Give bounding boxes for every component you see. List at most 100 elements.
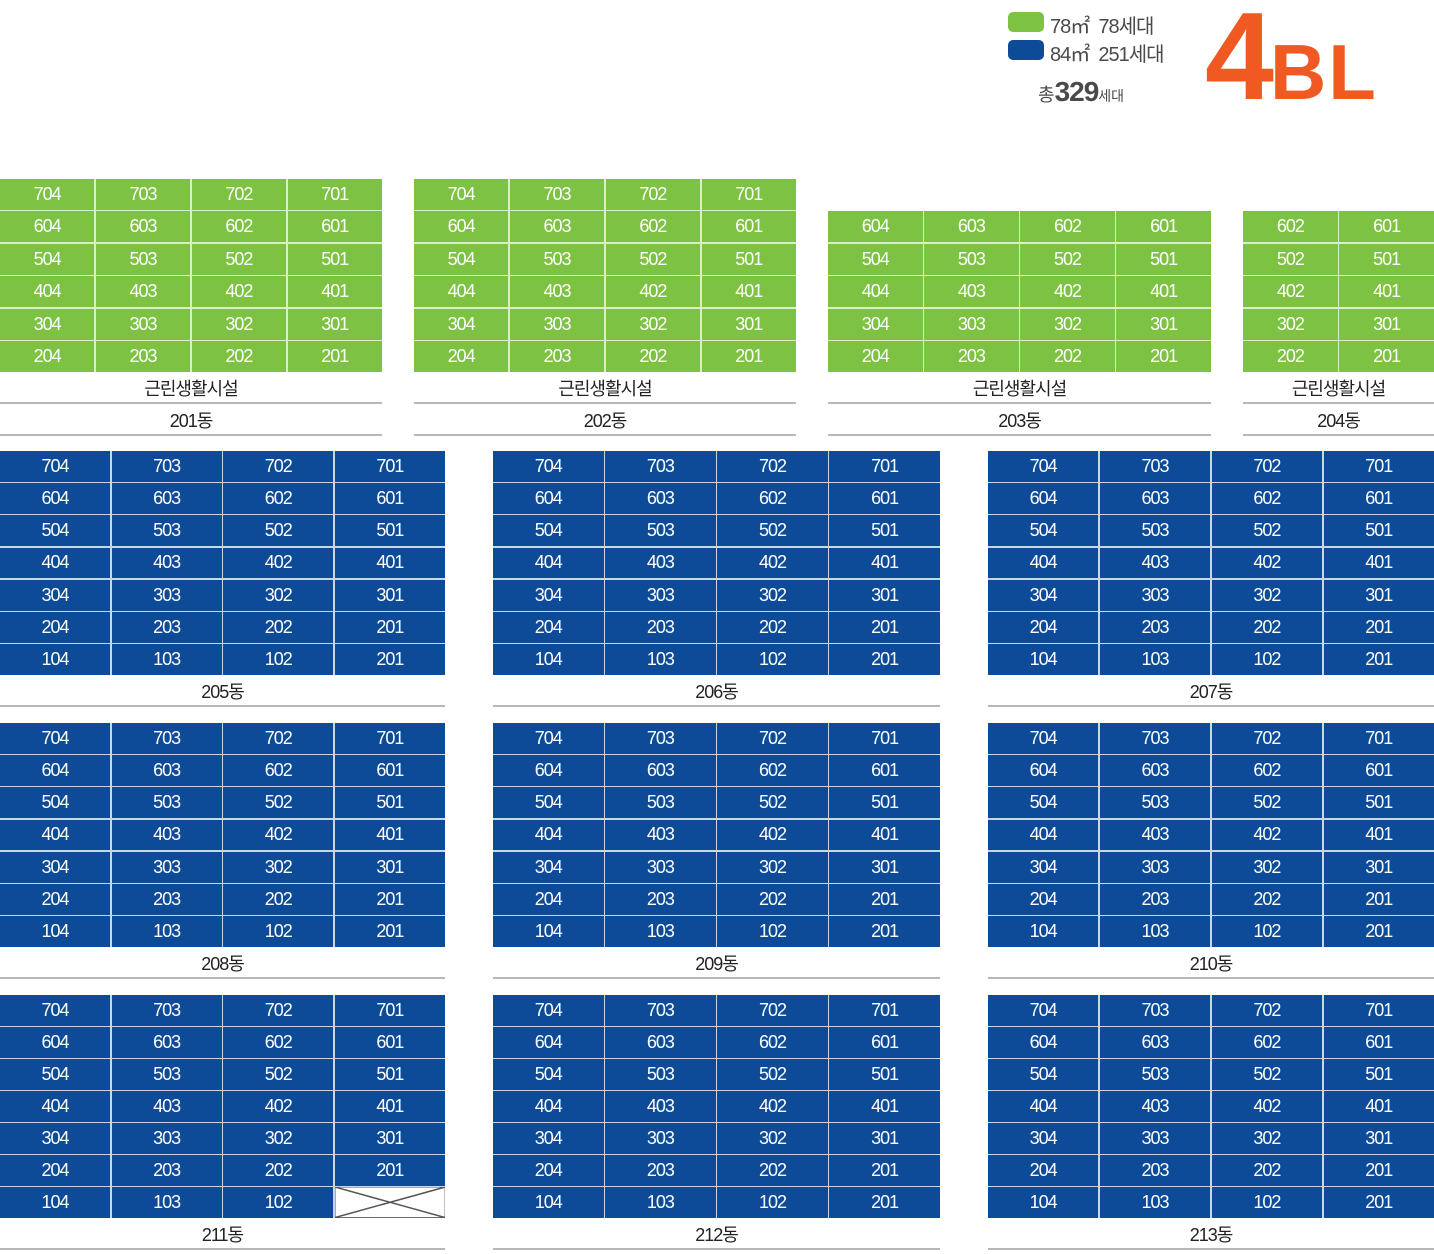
- unit-cell[interactable]: 604: [828, 211, 923, 242]
- unit-cell[interactable]: 501: [334, 515, 445, 547]
- unit-cell[interactable]: 502: [223, 515, 334, 547]
- unit-cell[interactable]: 402: [717, 819, 828, 851]
- unit-cell[interactable]: 304: [988, 851, 1099, 883]
- unit-cell[interactable]: 201: [701, 341, 796, 372]
- unit-cell[interactable]: 604: [493, 483, 604, 514]
- unit-cell[interactable]: 601: [1323, 1027, 1434, 1058]
- unit-cell[interactable]: 202: [1211, 612, 1323, 643]
- unit-cell[interactable]: 604: [0, 755, 111, 786]
- unit-cell[interactable]: 504: [0, 1059, 111, 1090]
- unit-cell[interactable]: 503: [111, 1059, 222, 1090]
- unit-cell[interactable]: 301: [1323, 579, 1434, 611]
- unit-cell[interactable]: 603: [1099, 1027, 1211, 1058]
- unit-cell[interactable]: 103: [1099, 1187, 1211, 1218]
- unit-cell[interactable]: 703: [1099, 723, 1211, 754]
- unit-cell[interactable]: 704: [988, 723, 1099, 754]
- unit-cell[interactable]: 104: [0, 1187, 111, 1218]
- unit-cell[interactable]: 402: [1243, 276, 1338, 307]
- unit-cell[interactable]: 302: [1020, 308, 1115, 340]
- unit-cell[interactable]: 404: [414, 276, 509, 308]
- unit-cell[interactable]: 404: [828, 276, 923, 307]
- unit-cell[interactable]: 403: [111, 1091, 222, 1122]
- unit-cell[interactable]: 404: [493, 547, 604, 579]
- unit-cell[interactable]: 302: [191, 308, 287, 340]
- unit-cell[interactable]: 403: [605, 819, 716, 851]
- unit-cell[interactable]: 703: [111, 723, 222, 754]
- unit-cell[interactable]: 704: [0, 723, 111, 754]
- unit-cell[interactable]: 104: [493, 1187, 604, 1218]
- unit-cell[interactable]: 202: [717, 884, 828, 915]
- unit-cell[interactable]: 204: [0, 884, 111, 915]
- unit-cell[interactable]: 202: [191, 341, 287, 372]
- unit-cell[interactable]: 601: [334, 1027, 445, 1058]
- unit-cell[interactable]: 503: [95, 243, 191, 275]
- unit-cell[interactable]: 402: [717, 1091, 828, 1122]
- unit-cell[interactable]: 201: [334, 1155, 445, 1186]
- unit-cell[interactable]: 402: [223, 1091, 334, 1122]
- unit-cell[interactable]: 401: [1116, 276, 1211, 307]
- unit-cell[interactable]: 602: [223, 755, 334, 786]
- unit-cell[interactable]: 302: [717, 1123, 828, 1154]
- unit-cell[interactable]: 202: [717, 1155, 828, 1186]
- unit-cell[interactable]: 604: [988, 755, 1099, 786]
- unit-cell[interactable]: 704: [988, 451, 1099, 482]
- unit-cell[interactable]: 401: [829, 1091, 940, 1122]
- unit-cell[interactable]: 201: [829, 884, 940, 915]
- unit-cell[interactable]: 701: [334, 451, 445, 482]
- unit-cell[interactable]: 301: [334, 1123, 445, 1154]
- unit-cell[interactable]: 604: [988, 1027, 1099, 1058]
- unit-cell[interactable]: 301: [829, 579, 940, 611]
- unit-cell[interactable]: 401: [334, 1091, 445, 1122]
- unit-cell[interactable]: 104: [988, 1187, 1099, 1218]
- unit-cell[interactable]: 602: [1211, 1027, 1323, 1058]
- unit-cell[interactable]: 102: [223, 644, 334, 675]
- unit-cell[interactable]: 702: [605, 179, 701, 210]
- unit-cell[interactable]: 701: [287, 179, 382, 210]
- unit-cell[interactable]: 701: [829, 451, 940, 482]
- unit-cell[interactable]: 504: [988, 515, 1099, 547]
- unit-cell[interactable]: 701: [334, 723, 445, 754]
- unit-cell[interactable]: 601: [829, 1027, 940, 1058]
- unit-cell[interactable]: 301: [829, 1123, 940, 1154]
- unit-cell[interactable]: 703: [111, 995, 222, 1026]
- unit-cell[interactable]: 501: [829, 515, 940, 547]
- unit-cell[interactable]: 401: [829, 547, 940, 579]
- unit-cell[interactable]: 604: [414, 211, 509, 243]
- unit-cell[interactable]: 403: [605, 547, 716, 579]
- unit-cell[interactable]: 403: [95, 276, 191, 308]
- unit-cell[interactable]: 201: [1116, 341, 1211, 372]
- unit-cell[interactable]: 302: [223, 1123, 334, 1154]
- unit-cell[interactable]: 603: [1099, 755, 1211, 786]
- unit-cell[interactable]: 602: [1020, 211, 1115, 242]
- unit-cell[interactable]: 403: [1099, 819, 1211, 851]
- unit-cell[interactable]: 601: [829, 755, 940, 786]
- unit-cell[interactable]: 403: [924, 276, 1019, 307]
- unit-cell[interactable]: 702: [223, 723, 334, 754]
- unit-cell[interactable]: 304: [828, 308, 923, 340]
- unit-cell[interactable]: 403: [111, 547, 222, 579]
- unit-cell[interactable]: 204: [828, 341, 923, 372]
- unit-cell[interactable]: 404: [988, 1091, 1099, 1122]
- unit-cell[interactable]: 502: [1211, 515, 1323, 547]
- unit-cell[interactable]: 302: [1211, 1123, 1323, 1154]
- unit-cell[interactable]: 301: [1323, 851, 1434, 883]
- unit-cell[interactable]: 701: [1323, 995, 1434, 1026]
- unit-cell[interactable]: 502: [223, 1059, 334, 1090]
- unit-cell[interactable]: 502: [717, 515, 828, 547]
- unit-cell[interactable]: 303: [111, 1123, 222, 1154]
- unit-cell[interactable]: 503: [111, 515, 222, 547]
- unit-cell[interactable]: 601: [1323, 755, 1434, 786]
- unit-cell[interactable]: 202: [223, 612, 334, 643]
- unit-cell[interactable]: 703: [95, 179, 191, 210]
- unit-cell[interactable]: 604: [0, 211, 95, 243]
- unit-cell[interactable]: 702: [717, 995, 828, 1026]
- unit-cell[interactable]: 103: [111, 916, 222, 947]
- unit-cell[interactable]: 502: [1211, 1059, 1323, 1090]
- unit-cell[interactable]: 203: [111, 1155, 222, 1186]
- unit-cell[interactable]: 302: [1211, 851, 1323, 883]
- unit-cell[interactable]: 201: [287, 341, 382, 372]
- unit-cell[interactable]: 204: [0, 612, 111, 643]
- unit-cell[interactable]: 202: [605, 341, 701, 372]
- unit-cell[interactable]: 501: [1339, 243, 1434, 275]
- unit-cell[interactable]: 401: [1323, 819, 1434, 851]
